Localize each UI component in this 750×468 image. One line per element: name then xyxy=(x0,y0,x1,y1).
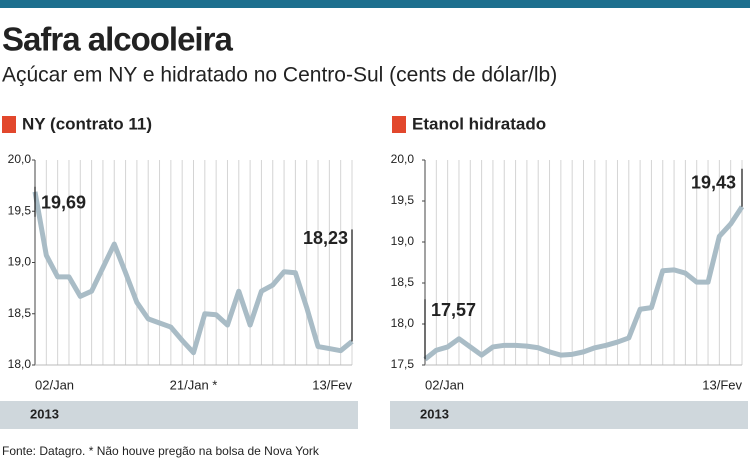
panel-title: Etanol hidratado xyxy=(412,114,546,133)
data-line xyxy=(423,205,745,362)
period-band xyxy=(0,401,358,429)
source-note: Fonte: Datagro. * Não houve pregão na bo… xyxy=(2,444,320,458)
y-tick-label: 17,5 xyxy=(391,357,415,371)
legend-swatch xyxy=(2,116,16,133)
chart-subtitle: Açúcar em NY e hidratado no Centro-Sul (… xyxy=(2,64,557,87)
x-tick-label: 13/Fev xyxy=(702,377,742,392)
data-label: 17,57 xyxy=(431,300,476,320)
data-label: 18,23 xyxy=(303,228,348,248)
y-tick-label: 19,0 xyxy=(8,255,32,269)
x-tick-label: 21/Jan * xyxy=(170,377,218,392)
period-band xyxy=(390,401,748,429)
y-tick-label: 20,0 xyxy=(391,152,415,166)
y-tick-label: 18,5 xyxy=(8,306,32,320)
x-tick-label: 13/Fev xyxy=(312,377,352,392)
legend-swatch xyxy=(392,116,406,133)
y-tick-label: 18,5 xyxy=(391,275,415,289)
period-label: 2013 xyxy=(420,406,449,421)
data-label: 19,43 xyxy=(691,172,736,192)
y-tick-label: 18,0 xyxy=(8,357,32,371)
y-tick-label: 19,5 xyxy=(391,193,415,207)
data-line xyxy=(32,191,354,356)
data-label: 19,69 xyxy=(41,193,86,213)
chart-title: Safra alcooleira xyxy=(2,21,233,58)
y-tick-label: 18,0 xyxy=(391,316,415,330)
y-tick-label: 20,0 xyxy=(8,152,32,166)
x-tick-label: 02/Jan xyxy=(425,377,464,392)
x-tick-label: 02/Jan xyxy=(35,377,74,392)
y-tick-label: 19,0 xyxy=(391,234,415,248)
y-tick-label: 19,5 xyxy=(8,203,32,217)
period-label: 2013 xyxy=(30,406,59,421)
panel-title: NY (contrato 11) xyxy=(22,114,152,133)
top-bar xyxy=(0,0,750,8)
